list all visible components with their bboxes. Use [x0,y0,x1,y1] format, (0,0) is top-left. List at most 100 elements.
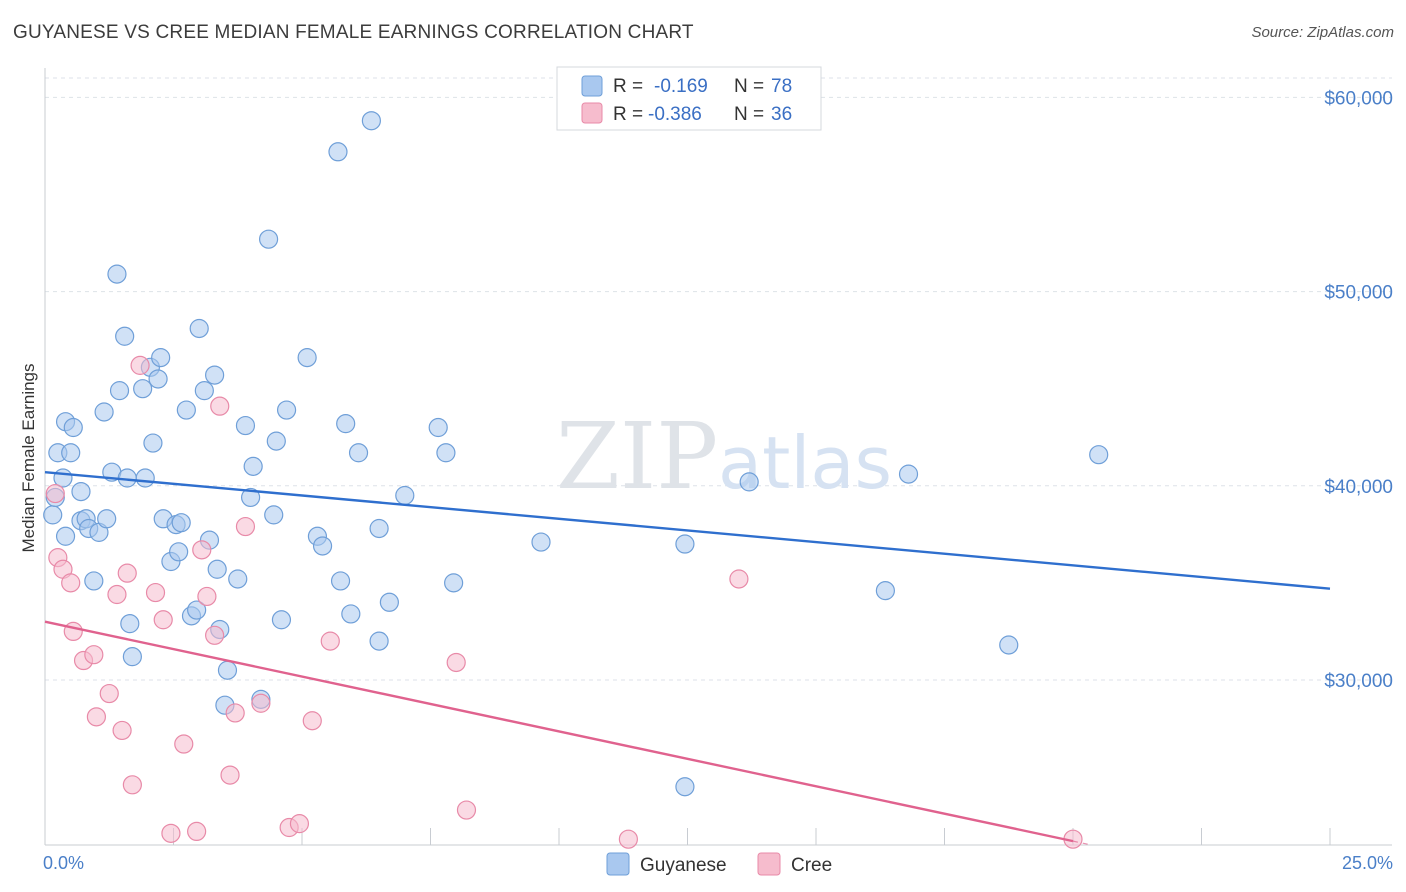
legend-n-label-2: N = [734,104,764,125]
cree-point-15 [153,610,173,630]
cree-point-7 [86,707,107,727]
cree-point-8 [99,683,119,704]
guyanese-point-70 [444,573,464,593]
watermark-atlas: atlas [718,421,892,505]
guyanese-point-65 [369,631,389,651]
guyanese-point-64 [369,518,389,539]
legend-r-value-1: -0.169 [654,76,708,97]
y-tick-labels: $30,000 $40,000 $50,000 $60,000 [1324,88,1393,692]
cree-point-20 [197,586,217,607]
cree-point-32 [456,800,477,820]
cree-point-10 [112,720,132,741]
guyanese-trend-line [44,470,1331,590]
guyanese-point-60 [336,414,356,434]
x-tick-label-1: 25.0% [1342,853,1393,873]
watermark: ZIP atlas [556,403,892,510]
guyanese-point-23 [133,379,153,399]
guyanese-point-0 [43,505,63,525]
guyanese-point-32 [169,542,189,562]
cree-point-21 [205,625,225,645]
cree-point-29 [302,711,322,731]
legend-n-label-1: N = [734,76,764,97]
guyanese-point-4 [55,526,76,546]
guyanese-point-15 [97,509,117,529]
guyanese-point-57 [312,536,333,556]
legend-r-value-2: -0.386 [648,104,702,125]
top-legend: R = -0.169 N = 78 R = -0.386 N = 36 [556,66,822,131]
cree-point-13 [130,355,150,375]
guyanese-point-51 [264,505,284,525]
y-tick-label-1: $40,000 [1324,477,1393,498]
cree-point-24 [225,703,245,723]
legend-r-label-1: R = [613,76,643,97]
legend-r-label-2: R = [613,104,643,125]
guyanese-point-33 [171,513,191,533]
bottom-legend-swatch-cree [757,852,781,876]
guyanese-point-12 [84,571,104,591]
guyanese-point-19 [115,326,135,346]
guyanese-point-72 [675,777,695,797]
guyanese-point-21 [120,614,140,634]
guyanese-point-40 [205,365,225,385]
grid-lines [45,77,1392,681]
cree-point-14 [145,582,166,603]
guyanese-point-45 [228,569,248,589]
cree-point-34 [729,569,749,589]
guyanese-point-6 [61,443,81,463]
guyanese-point-41 [207,559,227,579]
guyanese-point-76 [898,464,919,484]
guyanese-point-47 [241,487,261,508]
guyanese-point-50 [258,229,279,249]
guyanese-point-18 [109,381,130,401]
cree-point-19 [192,540,212,560]
legend-swatch-cree [581,102,603,124]
cree-point-16 [161,823,181,843]
source-label: Source: ZipAtlas.com [1251,24,1394,41]
cree-point-6 [84,645,104,665]
guyanese-point-68 [428,417,448,438]
guyanese-point-38 [194,381,214,401]
cree-trend-line [44,620,1074,843]
cree-point-3 [61,573,81,593]
y-tick-label-3: $60,000 [1324,88,1393,109]
guyanese-point-27 [148,369,168,389]
guyanese-point-74 [739,472,759,492]
guyanese-point-44 [217,660,238,680]
cree-point-26 [251,693,271,713]
guyanese-point-71 [531,532,551,552]
trend-lines [44,470,1331,846]
cree-point-11 [117,563,137,583]
y-tick-label-0: $30,000 [1324,671,1393,692]
cree-point-9 [107,584,127,605]
guyanese-point-17 [107,264,127,284]
data-points [43,111,1109,849]
guyanese-point-53 [271,610,292,630]
cree-point-0 [45,483,65,504]
guyanese-point-8 [71,481,91,502]
bottom-legend: Guyanese Cree [606,852,832,876]
guyanese-point-66 [379,592,399,612]
guyanese-point-61 [341,604,361,624]
guyanese-point-48 [243,456,263,476]
cree-point-18 [187,821,207,842]
cree-point-23 [220,765,240,785]
guyanese-point-62 [348,443,369,463]
cree-point-30 [320,631,340,651]
cree-point-28 [289,814,310,834]
cree-point-25 [235,516,256,537]
guyanese-point-37 [189,318,209,339]
guyanese-point-73 [675,534,695,554]
guyanese-point-67 [395,485,415,506]
cree-point-33 [618,829,638,849]
x-tick-labels: 0.0% 25.0% [43,853,1393,873]
guyanese-point-55 [297,348,317,368]
guyanese-point-28 [151,348,171,368]
watermark-zip: ZIP [556,403,718,510]
legend-swatch-guyanese [581,75,603,97]
guyanese-point-7 [63,417,83,438]
cree-point-31 [446,652,466,673]
guyanese-point-46 [235,415,256,436]
chart-title: GUYANESE VS CREE MEDIAN FEMALE EARNINGS … [13,22,694,43]
y-axis-label: Median Female Earnings [19,364,38,553]
